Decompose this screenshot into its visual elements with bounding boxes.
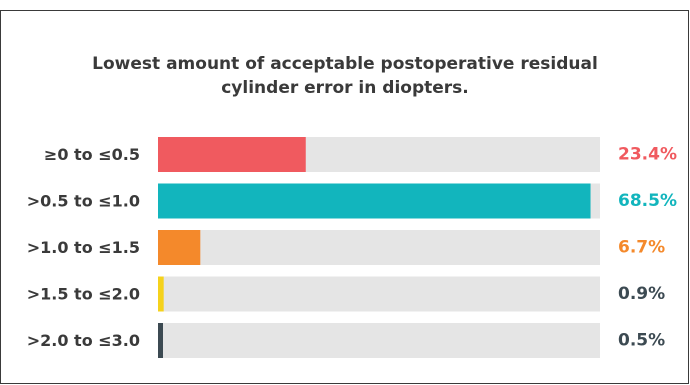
- chart-title-line-1: Lowest amount of acceptable postoperativ…: [92, 54, 598, 74]
- value-label: 6.7%: [618, 238, 665, 258]
- bar: [158, 230, 201, 265]
- category-label: >1.0 to ≤1.5: [27, 238, 140, 257]
- category-label: ≥0 to ≤0.5: [44, 145, 140, 164]
- value-label: 68.5%: [618, 191, 677, 211]
- value-label: 0.9%: [618, 284, 665, 304]
- value-label: 0.5%: [618, 331, 665, 351]
- bar: [158, 183, 591, 219]
- category-label: >2.0 to ≤3.0: [27, 331, 140, 350]
- bar: [158, 323, 163, 358]
- chart-title: Lowest amount of acceptable postoperativ…: [0, 52, 690, 100]
- chart-title-line-2: cylinder error in diopters.: [221, 78, 469, 98]
- category-label: >0.5 to ≤1.0: [27, 192, 140, 211]
- value-label: 23.4%: [618, 145, 677, 165]
- category-label: >1.5 to ≤2.0: [27, 285, 140, 304]
- bar-track: [158, 323, 600, 358]
- bar: [158, 276, 164, 312]
- bar-track: [158, 230, 600, 265]
- bar-track: [158, 276, 600, 312]
- bar: [158, 137, 306, 172]
